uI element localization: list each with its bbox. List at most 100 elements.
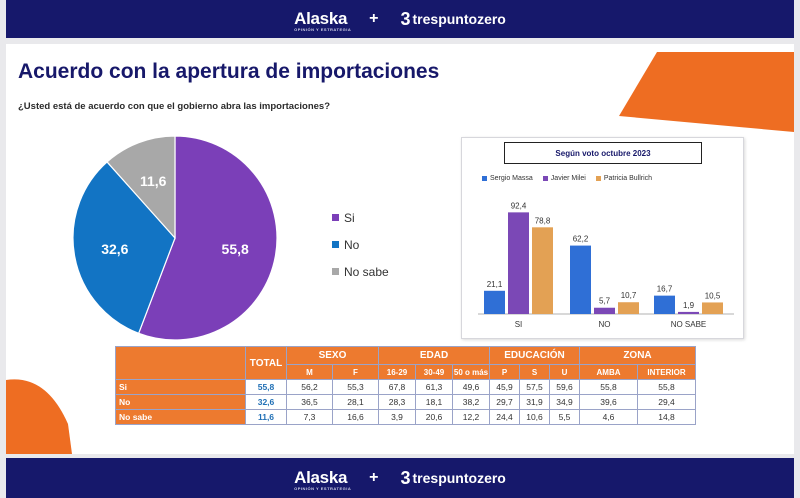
bar-patricia-bullrich-no-sabe	[702, 302, 723, 314]
crosstab-table: TOTAL SEXO EDAD EDUCACIÓN ZONA M F 16-29…	[115, 346, 696, 425]
slide-canvas: Acuerdo con la apertura de importaciones…	[6, 44, 794, 454]
table-cell: 34,9	[549, 394, 580, 410]
col-header: INTERIOR	[637, 364, 696, 380]
legend-swatch-no	[332, 241, 339, 248]
total-cell: 32,6	[245, 394, 287, 410]
table-cell: 24,4	[489, 409, 520, 425]
footer-brand-lockup: Alaska OPINIÓN Y ESTRATEGIA + 3 trespuntoz…	[6, 458, 794, 498]
legend-label-si: Si	[344, 210, 355, 225]
total-cell: 11,6	[245, 409, 287, 425]
bar-value-label: 78,8	[535, 216, 551, 225]
table-row: No sabe 11,6 7,3 16,6 3,9 20,6 12,2 24,4 10,6 5,5…	[115, 409, 696, 425]
pie-label-no-sabe: 11,6	[140, 173, 167, 189]
row-label: No sabe	[115, 409, 246, 425]
page-title: Acuerdo con la apertura de importaciones	[18, 60, 440, 83]
footer-trespuntozero-logo: 3 trespuntozero	[400, 467, 506, 488]
table-cell: 16,6	[332, 409, 379, 425]
table-cell: 57,5	[519, 379, 550, 395]
legend-swatch-si	[332, 214, 339, 221]
table-cell: 61,3	[415, 379, 453, 395]
brand-lockup: Alaska OPINIÓN Y ESTRATEGIA + 3 trespuntoz…	[6, 0, 794, 38]
table-group-educacion: EDUCACIÓN	[489, 346, 580, 365]
total-cell: 55,8	[245, 379, 287, 395]
bar-patricia-bullrich-si	[532, 227, 553, 314]
table-group-edad: EDAD	[378, 346, 490, 365]
table-cell: 5,5	[549, 409, 580, 425]
table-subheader-row: M F 16-29 30-49 50 o más P S U AMBA INTE…	[116, 364, 696, 380]
legend-label-no: No	[344, 237, 360, 252]
row-label: Si	[115, 379, 246, 395]
table-cell: 29,4	[637, 394, 696, 410]
pie-legend: Si No No sabe	[332, 204, 389, 285]
legend-label-no-sabe: No sabe	[344, 264, 389, 279]
table-group-zona: ZONA	[579, 346, 696, 365]
col-header: M	[286, 364, 333, 380]
table-cell: 36,5	[286, 394, 333, 410]
pie-slice-no-sabe	[106, 135, 176, 240]
table-group-sexo: SEXO	[286, 346, 379, 365]
table-cell: 20,6	[415, 409, 453, 425]
top-header-bar: Alaska OPINIÓN Y ESTRATEGIA + 3 trespuntoz…	[6, 0, 794, 38]
col-header: U	[549, 364, 580, 380]
legend-swatch-no-sabe	[332, 268, 339, 275]
bar-sergio-massa-si	[484, 290, 505, 314]
brand-plus: +	[369, 10, 379, 27]
table-cell: 28,3	[378, 394, 416, 410]
table-cell: 4,6	[579, 409, 638, 425]
trespuntozero-mark: 3	[400, 8, 411, 29]
bar-value-label: 10,7	[621, 291, 637, 300]
bar-value-label: 92,4	[511, 201, 527, 210]
bar-value-label: 21,1	[487, 280, 503, 289]
table-total-header: TOTAL	[245, 346, 287, 380]
table-cell: 39,6	[579, 394, 638, 410]
pie-slice-si	[137, 135, 278, 341]
alaska-tagline: OPINIÓN Y ESTRATEGIA	[294, 27, 352, 32]
table-cell: 55,8	[579, 379, 638, 395]
col-header: AMBA	[579, 364, 638, 380]
table-row: Si 55,8 56,2 55,3 67,8 61,3 49,6 45,9 57,5 59,6 55…	[115, 379, 696, 395]
footer-brand-plus: +	[369, 469, 379, 486]
table-cell: 14,8	[637, 409, 696, 425]
bar-patricia-bullrich-no	[618, 302, 639, 314]
col-header: S	[519, 364, 550, 380]
bar-legend-label-bullrich: Patricia Bullrich	[603, 175, 653, 182]
table-cell: 49,6	[452, 379, 490, 395]
col-header: 50 o más	[452, 364, 490, 380]
bar-chart: 21,1 92,4 78,8 SI 62,2 5,7 10,7 NO 16,7 1,9 10,5 NO…	[478, 201, 734, 329]
footer-alaska-logo: Alaska OPINIÓN Y ESTRATEGIA	[294, 468, 352, 491]
col-header: F	[332, 364, 379, 380]
col-header: 16-29	[378, 364, 416, 380]
table-cell: 12,2	[452, 409, 490, 425]
table-cell: 7,3	[286, 409, 333, 425]
survey-question: ¿Usted está de acuerdo con que el gobier…	[18, 101, 330, 112]
table-cell: 29,7	[489, 394, 520, 410]
pie-label-no: 32,6	[101, 241, 128, 257]
orange-decoration-bottom-left	[6, 379, 72, 454]
bar-legend-item-massa: Sergio Massa	[482, 175, 533, 182]
pie-slice-no	[72, 161, 176, 335]
table-corner-cell	[115, 346, 246, 380]
table-cell: 38,2	[452, 394, 490, 410]
vote-breakdown-card: Según voto octubre 2023 Sergio Massa Jav…	[461, 137, 744, 339]
col-header: 30-49	[415, 364, 453, 380]
legend-item-no: No	[332, 231, 389, 258]
table-cell: 59,6	[549, 379, 580, 395]
bar-value-label: 10,5	[705, 291, 721, 300]
table-cell: 28,1	[332, 394, 379, 410]
table-row: No 32,6 36,5 28,1 28,3 18,1 38,2 29,7 31,9 34,9 39…	[115, 394, 696, 410]
table-cell: 10,6	[519, 409, 550, 425]
table-cell: 55,3	[332, 379, 379, 395]
bar-javier-milei-si	[508, 212, 529, 314]
bar-legend-label-massa: Sergio Massa	[490, 175, 533, 182]
bar-legend-swatch-milei	[542, 176, 548, 181]
footer-trespuntozero-mark: 3	[400, 467, 411, 488]
table-cell: 18,1	[415, 394, 453, 410]
trespuntozero-logo: 3 trespuntozero	[400, 8, 506, 29]
table-cell: 67,8	[378, 379, 416, 395]
bar-javier-milei-no-sabe	[678, 311, 699, 314]
table-cell: 3,9	[378, 409, 416, 425]
bar-sergio-massa-no	[570, 245, 591, 314]
bar-legend-label-milei: Javier Milei	[550, 175, 586, 182]
table-cell: 56,2	[286, 379, 333, 395]
pie-chart: 55,8 32,6 11,6	[72, 135, 278, 341]
